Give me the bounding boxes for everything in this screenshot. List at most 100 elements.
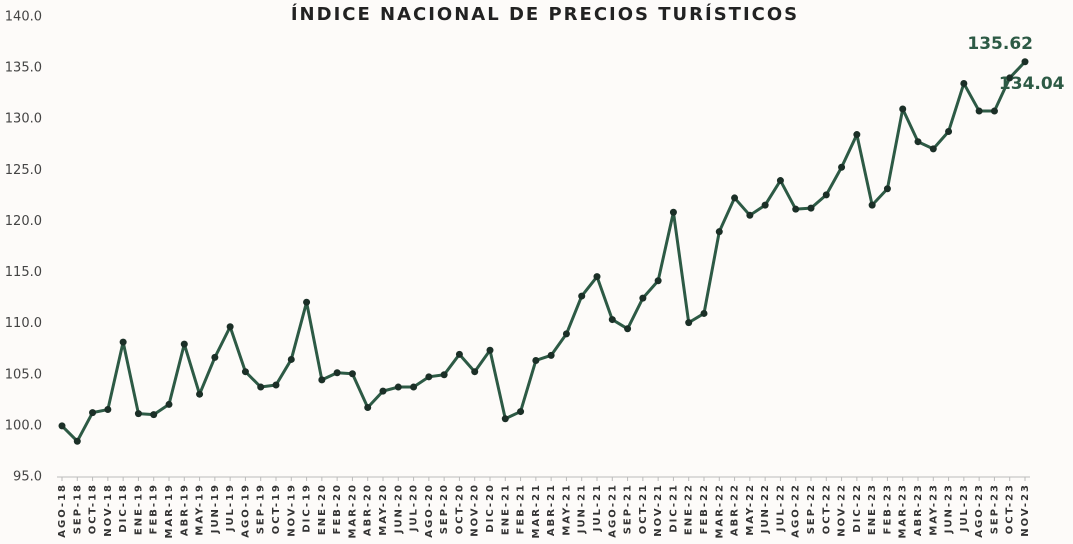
data-label: 135.62	[967, 34, 1033, 54]
x-tick-label: DIC-20	[485, 483, 496, 533]
y-tick-label: 120.0	[5, 214, 42, 229]
data-point	[654, 277, 662, 285]
data-point	[287, 355, 295, 363]
data-point	[517, 408, 525, 416]
x-tick-label: OCT-23	[1005, 483, 1016, 534]
data-point	[929, 145, 937, 153]
data-point	[562, 330, 570, 338]
x-tick-label: ENE-22	[684, 483, 695, 535]
data-point	[822, 191, 830, 199]
data-point	[838, 163, 846, 171]
x-tick-label: JUL-22	[775, 483, 786, 532]
data-point	[807, 204, 815, 212]
x-tick-label: FEB-21	[516, 483, 527, 534]
data-point	[303, 298, 311, 306]
data-point	[532, 356, 540, 364]
x-tick-label: FEB-19	[149, 483, 160, 534]
y-tick-label: 115.0	[5, 265, 42, 280]
x-tick-label: MAR-21	[531, 483, 542, 538]
data-point	[501, 415, 509, 423]
data-point	[58, 422, 66, 430]
x-tick-label: MAY-22	[745, 483, 756, 536]
x-tick-label: MAY-23	[928, 483, 939, 536]
x-tick-label: DIC-22	[852, 483, 863, 533]
x-tick-label: FEB-20	[332, 483, 343, 534]
x-tick-label: ENE-19	[133, 483, 144, 535]
data-point	[379, 387, 387, 395]
x-tick-label: MAY-19	[195, 483, 206, 536]
data-point	[241, 368, 249, 376]
x-tick-label: NOV-22	[837, 483, 848, 537]
x-tick-label: SEP-22	[806, 483, 817, 534]
data-point	[196, 390, 204, 398]
x-tick-label: SEP-21	[623, 483, 634, 534]
data-point	[1006, 74, 1014, 82]
data-point	[486, 346, 494, 354]
data-point	[746, 211, 754, 219]
x-tick-label: AGO-21	[607, 483, 618, 538]
data-label: 134.04	[999, 74, 1065, 94]
x-tick-label: ENE-20	[317, 483, 328, 535]
y-tick-label: 135.0	[5, 61, 42, 76]
x-tick-label: ENE-23	[867, 483, 878, 535]
x-tick-label: ABR-19	[179, 483, 190, 536]
y-tick-label: 105.0	[5, 367, 42, 382]
x-tick-label: OCT-18	[88, 483, 99, 534]
data-point	[700, 309, 708, 317]
x-tick-label: MAR-23	[898, 483, 909, 538]
data-point	[761, 201, 769, 209]
data-point	[150, 411, 158, 419]
data-point	[578, 292, 586, 300]
x-tick-label: FEB-22	[699, 483, 710, 534]
x-tick-label: ABR-23	[913, 483, 924, 536]
data-point	[394, 383, 402, 391]
x-tick-label: OCT-22	[821, 483, 832, 534]
y-tick-label: 140.0	[5, 10, 42, 25]
data-point	[1021, 58, 1029, 66]
x-tick-label: JUN-20	[393, 483, 404, 534]
y-tick-label: 95.0	[13, 470, 42, 485]
x-tick-label: JUL-21	[592, 483, 603, 532]
y-tick-label: 125.0	[5, 163, 42, 178]
y-tick-label: 130.0	[5, 112, 42, 127]
data-point	[165, 400, 173, 408]
x-tick-label: MAR-20	[347, 483, 358, 538]
x-tick-label: MAR-19	[164, 483, 175, 538]
x-tick-label: MAY-21	[561, 483, 572, 536]
x-tick-label: NOV-19	[286, 483, 297, 537]
data-point	[134, 410, 142, 418]
x-tick-label: MAY-20	[378, 483, 389, 536]
data-point	[471, 368, 479, 376]
data-point	[333, 369, 341, 377]
data-point	[899, 105, 907, 113]
x-tick-label: JUL-20	[409, 483, 420, 532]
x-tick-label: FEB-23	[882, 483, 893, 534]
x-tick-label: ABR-21	[546, 483, 557, 536]
data-point	[792, 205, 800, 213]
x-tick-label: SEP-20	[439, 483, 450, 534]
data-point	[624, 325, 632, 333]
x-tick-label: NOV-18	[103, 483, 114, 537]
data-point	[960, 79, 968, 87]
data-point	[608, 316, 616, 324]
x-tick-label: NOV-23	[1020, 483, 1031, 537]
x-tick-label: ABR-22	[730, 483, 741, 536]
data-point	[639, 294, 647, 302]
x-tick-label: AGO-20	[424, 483, 435, 538]
data-point	[990, 107, 998, 115]
x-tick-label: JUN-19	[210, 483, 221, 534]
data-point	[257, 383, 265, 391]
x-tick-label: JUL-23	[959, 483, 970, 532]
x-tick-label: JUN-21	[577, 483, 588, 534]
data-point	[868, 201, 876, 209]
data-point	[104, 406, 112, 414]
data-point	[89, 409, 97, 417]
data-point	[119, 338, 127, 346]
y-tick-label: 110.0	[5, 316, 42, 331]
series-line	[60, 60, 1027, 443]
data-point	[715, 228, 723, 236]
x-tick-label: DIC-18	[118, 483, 129, 533]
